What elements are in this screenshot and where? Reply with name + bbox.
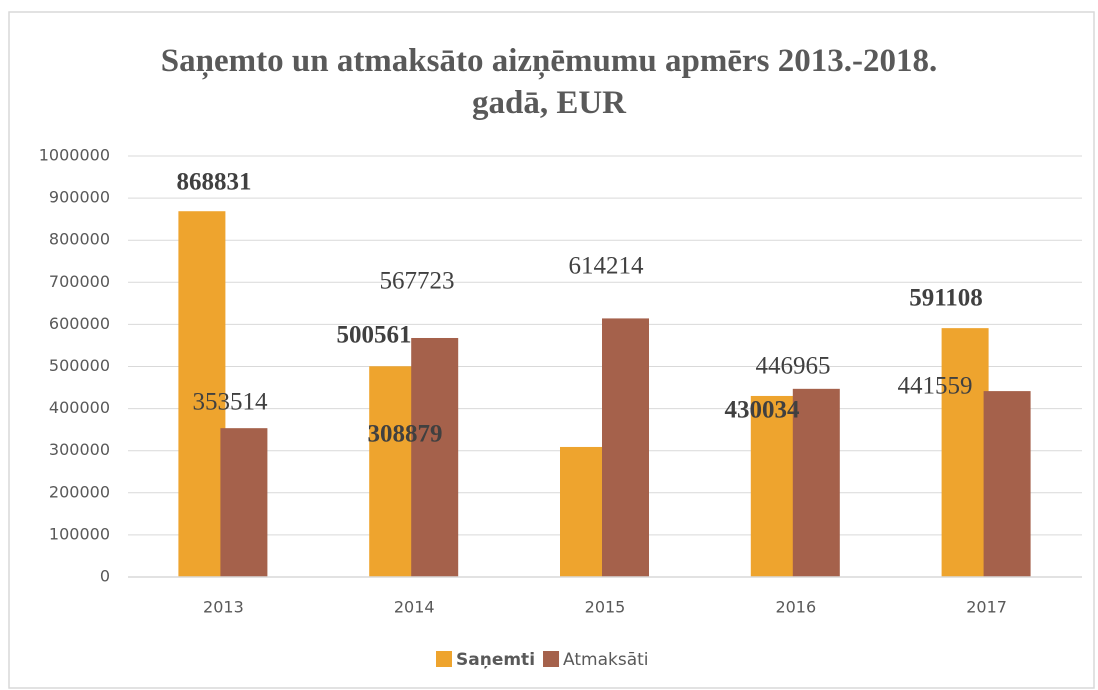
y-tick-label: 500000: [49, 356, 110, 375]
x-tick-label: 2015: [585, 598, 626, 617]
data-label: 446965: [756, 353, 831, 380]
y-tick-label: 800000: [49, 230, 110, 249]
chart-title: Saņemto un atmaksāto aizņēmumu apmērs 20…: [160, 43, 938, 121]
y-tick-label: 1000000: [39, 146, 110, 165]
y-tick-label: 600000: [49, 314, 110, 333]
data-label: 591108: [909, 285, 983, 312]
y-tick-label: 400000: [49, 398, 110, 417]
bar: [792, 388, 840, 577]
y-tick-label: 300000: [49, 440, 110, 459]
chart-border: [8, 11, 1095, 689]
y-tick-label: 100000: [49, 524, 110, 543]
data-label: 441559: [898, 373, 973, 400]
data-label: 353514: [193, 389, 269, 416]
bar: [941, 328, 989, 577]
x-tick-label: 2014: [394, 598, 435, 617]
y-tick-label: 700000: [49, 272, 110, 291]
bar: [178, 211, 226, 577]
y-tick-label: 900000: [49, 188, 110, 207]
x-tick-label: 2017: [966, 598, 1007, 617]
data-label: 308879: [368, 421, 443, 448]
legend-swatch: [543, 651, 560, 667]
bar: [560, 446, 607, 577]
data-label: 430034: [725, 397, 801, 424]
data-label: 500561: [337, 322, 412, 349]
bar: [369, 366, 417, 577]
data-label: 868831: [177, 169, 252, 196]
y-tick-label: 200000: [49, 482, 110, 501]
legend-label: Saņemti: [456, 650, 535, 670]
x-tick-label: 2016: [775, 598, 816, 617]
x-tick-label: 2013: [203, 598, 244, 617]
data-label: 614214: [569, 253, 645, 280]
bar: [983, 391, 1031, 577]
legend-label: Atmaksāti: [563, 650, 648, 670]
bar: [411, 337, 459, 577]
bar: [750, 395, 798, 577]
y-tick-label: 0: [100, 567, 110, 586]
bar: [220, 428, 268, 577]
data-label: 567723: [380, 268, 455, 295]
bar: [602, 318, 649, 577]
legend-swatch: [436, 651, 452, 667]
